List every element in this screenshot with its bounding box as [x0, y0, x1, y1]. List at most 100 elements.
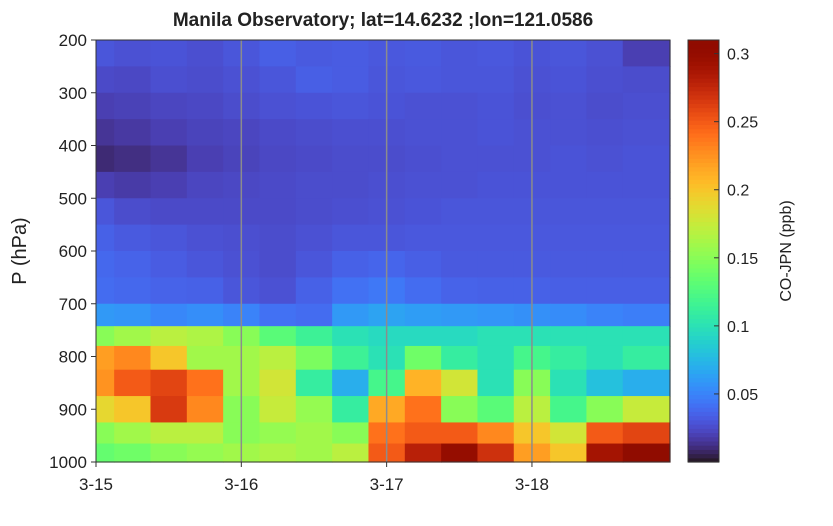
heatmap-cell — [96, 369, 115, 397]
colorbar-segment — [688, 318, 719, 324]
y-tick-label: 500 — [59, 189, 87, 208]
heatmap-cell — [550, 345, 588, 371]
colorbar-tick-label: 0.25 — [727, 115, 758, 132]
colorbar-segment — [688, 322, 719, 328]
colorbar-segment — [688, 390, 719, 396]
colorbar-segment — [688, 301, 719, 307]
colorbar-segment — [688, 221, 719, 227]
heatmap-cell — [622, 171, 671, 199]
heatmap-cell — [586, 198, 624, 226]
heatmap-cell — [404, 277, 442, 305]
colorbar-segment — [688, 175, 719, 180]
heatmap-cell — [114, 119, 152, 147]
colorbar-segment — [688, 386, 719, 391]
heatmap-cell — [332, 119, 370, 147]
colorbar-segment — [688, 115, 719, 121]
heatmap-cell — [332, 369, 370, 397]
heatmap-cell — [550, 224, 588, 252]
heatmap-cell — [586, 40, 624, 67]
heatmap-cell — [477, 396, 515, 424]
colorbar-segment — [688, 162, 719, 168]
heatmap-cell — [332, 198, 370, 226]
heatmap-cell — [441, 345, 479, 371]
heatmap-cell — [622, 198, 671, 226]
heatmap-cell — [404, 66, 442, 94]
heatmap-cell — [186, 396, 224, 424]
y-axis-label: P (hPa) — [9, 217, 31, 284]
colorbar-segment — [688, 457, 719, 463]
colorbar-segment — [688, 40, 719, 45]
y-tick-label: 400 — [59, 137, 87, 156]
colorbar — [688, 40, 719, 463]
colorbar-segment — [688, 48, 719, 54]
heatmap-cell — [96, 145, 115, 173]
colorbar-segment — [688, 187, 719, 193]
heatmap-cell — [622, 66, 671, 94]
heatmap-cell — [586, 396, 624, 424]
colorbar-segment — [688, 137, 719, 142]
colorbar-segment — [688, 415, 719, 421]
heatmap-cell — [622, 326, 671, 347]
heatmap-cell — [441, 92, 479, 120]
heatmap-cell — [186, 40, 224, 67]
y-tick-label: 1000 — [49, 453, 87, 472]
colorbar-segment — [688, 402, 719, 408]
heatmap-cell — [622, 251, 671, 278]
colorbar-segment — [688, 339, 719, 345]
heatmap-cell — [150, 224, 188, 252]
heatmap-cell — [114, 303, 152, 327]
heatmap-cell — [586, 443, 624, 463]
colorbar-segment — [688, 120, 719, 125]
heatmap-cell — [477, 345, 515, 371]
heatmap-cell — [404, 224, 442, 252]
heatmap-cell — [441, 326, 479, 347]
colorbar-tick-label: 0.2 — [727, 183, 749, 200]
colorbar-segment — [688, 432, 719, 438]
heatmap-cell — [259, 66, 297, 94]
heatmap-cell — [477, 443, 515, 463]
colorbar-segment — [688, 407, 719, 412]
colorbar-segment — [688, 225, 719, 231]
heatmap-cell — [441, 145, 479, 173]
heatmap-cell — [404, 92, 442, 120]
colorbar-segment — [688, 280, 719, 286]
colorbar-segment — [688, 149, 719, 155]
colorbar-segment — [688, 69, 719, 75]
colorbar-segment — [688, 331, 719, 336]
heatmap-cell — [477, 66, 515, 94]
colorbar-segment — [688, 242, 719, 248]
heatmap-cell — [295, 92, 333, 120]
colorbar-segment — [688, 356, 719, 362]
heatmap-cell — [404, 369, 442, 397]
heatmap-cell — [586, 326, 624, 347]
heatmap-cell — [550, 40, 588, 67]
colorbar-segment — [688, 314, 719, 320]
heatmap-cell — [586, 251, 624, 278]
heatmap-cell — [114, 92, 152, 120]
colorbar-segment — [688, 111, 719, 117]
heatmap-cell — [259, 443, 297, 463]
heatmap-cell — [186, 119, 224, 147]
heatmap-cell — [259, 326, 297, 347]
heatmap-cell — [477, 303, 515, 327]
heatmap-cell — [477, 198, 515, 226]
colorbar-segment — [688, 179, 719, 185]
colorbar-segment — [688, 360, 719, 366]
heatmap-cell — [477, 92, 515, 120]
y-tick-label: 700 — [59, 295, 87, 314]
heatmap-cell — [550, 369, 588, 397]
heatmap-cell — [404, 119, 442, 147]
colorbar-segment — [688, 352, 719, 358]
y-tick-label: 300 — [59, 84, 87, 103]
heatmap-cell — [150, 277, 188, 305]
heatmap-cell — [96, 303, 115, 327]
colorbar-tick-label: 0.1 — [727, 319, 749, 336]
heatmap-cell — [622, 303, 671, 327]
colorbar-segment — [688, 86, 719, 92]
heatmap-cell — [295, 443, 333, 463]
heatmap-cell — [96, 66, 115, 94]
heatmap-cell — [150, 119, 188, 147]
colorbar-segment — [688, 305, 719, 311]
